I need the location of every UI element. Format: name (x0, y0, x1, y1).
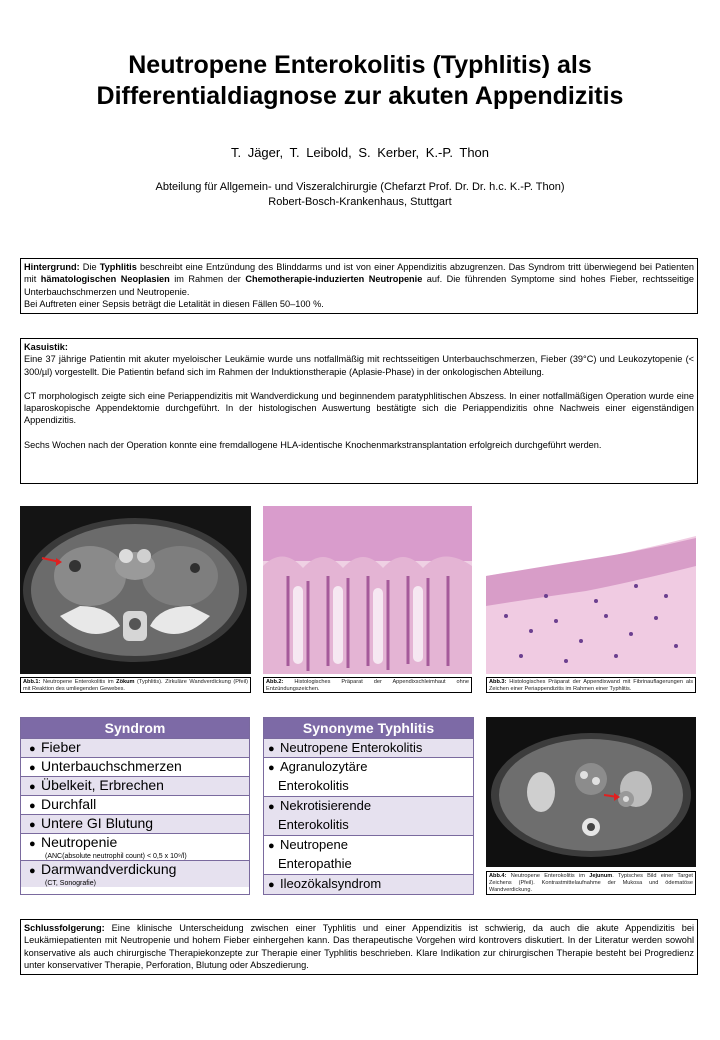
bullet-icon: ● (29, 800, 36, 812)
synonyme-item: ● Neutropene Enteropathie (264, 835, 473, 874)
ct-image-jejunum (486, 717, 696, 867)
hintergrund-bold: hämatologischen Neoplasien (40, 274, 170, 285)
syndrom-item: ● Durchfall (21, 795, 249, 814)
caption-text: Neutropene Enterokolitis im (506, 873, 590, 879)
authors: T. Jäger, T. Leibold, S. Kerber, K.-P. T… (230, 145, 490, 160)
kasuistik-paragraph-2: CT morphologisch zeigte sich eine Periap… (24, 390, 694, 426)
caption-label: Abb.4: (489, 873, 507, 879)
hintergrund-bold: Chemotherapie-induzierten Neutropenie (245, 274, 423, 285)
histology-image-appendix-wall (486, 506, 696, 674)
affiliation-line-1: Abteilung für Allgemein- und Viszeralchi… (155, 181, 565, 193)
hintergrund-bold: Typhlitis (99, 262, 137, 272)
synonyme-item: ● Agranulozytäre Enterokolitis (264, 757, 473, 796)
syndrom-item-text: Übelkeit, Erbrechen (41, 777, 164, 793)
caption-label: Abb.3: (489, 679, 507, 685)
syndrom-item-text: Darmwandverdickung (41, 861, 177, 877)
syndrom-table-title: Syndrom (21, 718, 249, 738)
syndrom-item: ● Unterbauchschmerzen (21, 757, 249, 776)
bullet-icon: ● (268, 879, 275, 891)
kasuistik-box: Kasuistik: Eine 37 jährige Patientin mit… (20, 338, 698, 484)
schluss-text: Eine klinische Unterscheidung zwischen e… (24, 923, 694, 970)
affiliation-line-2: Robert-Bosch-Krankenhaus, Stuttgart (268, 196, 452, 208)
bullet-icon: ● (29, 743, 36, 755)
bullet-icon: ● (268, 801, 275, 813)
syndrom-item: ● Fieber (21, 738, 249, 757)
poster-title: Neutropene Enterokolitis (Typhlitis) als… (20, 50, 700, 112)
syndrom-item: ● Darmwandverdickung (CT, Sonografie) (21, 860, 249, 887)
syndrom-item: ● Neutropenie (ANC(absolute neutrophil cou… (21, 833, 249, 860)
synonyme-table-title: Synonyme Typhlitis (264, 718, 473, 738)
synonyme-item-text: Neutropene (280, 837, 348, 852)
caption-abb2: Abb.2: Histologisches Präparat der Appen… (263, 677, 472, 693)
syndrom-item-text: Durchfall (41, 796, 97, 812)
synonyme-item-text: Neutropene Enterokolitis (280, 740, 423, 755)
kasuistik-paragraph-3: Sechs Wochen nach der Operation konnte e… (24, 439, 602, 450)
syndrom-item-text: Fieber (41, 739, 81, 755)
bullet-icon: ● (268, 840, 275, 852)
caption-label: Abb.2: (266, 679, 284, 685)
title-line-2: Differentialdiagnose zur akuten Appendiz… (96, 82, 624, 110)
bullet-icon: ● (268, 743, 275, 755)
syndrom-item-text: Unterbauchschmerzen (41, 758, 182, 774)
syndrom-item: ● Übelkeit, Erbrechen (21, 776, 249, 795)
kasuistik-paragraph-1: Eine 37 jährige Patientin mit akuter mye… (24, 354, 694, 377)
bullet-icon: ● (268, 762, 275, 774)
syndrom-item-text: Neutropenie (41, 834, 118, 850)
syndrom-item-subtext: (CT, Sonografie) (45, 880, 96, 887)
ct-image-caecum (20, 506, 251, 674)
hintergrund-box: Hintergrund: Die Typhlitis beschreibt ei… (20, 258, 698, 314)
synonyme-item: ● Neutropene Enterokolitis (264, 738, 473, 757)
caption-text: . Typisches Bild einer Target Zeichens (… (489, 873, 693, 893)
caption-abb4: Abb.4: Neutropene Enterokolitis im Jejun… (486, 871, 696, 895)
bullet-icon: ● (29, 762, 36, 774)
synonyme-item-text-continued: Enteropathie (278, 856, 352, 871)
synonyme-item-text: Nekrotisierende (280, 798, 372, 813)
caption-label: Abb.1: (23, 679, 41, 685)
caption-text: Histologisches Präparat der Appendixwand… (489, 679, 693, 692)
hintergrund-text: auf. Die führenden Symptome sind hohes F… (24, 274, 695, 297)
synonyme-item-text: Agranulozytäre (280, 759, 368, 774)
synonyme-item-text: Ileozökalsyndrom (280, 876, 382, 891)
schluss-label: Schlussfolgerung: (24, 923, 105, 933)
hintergrund-text: Die (79, 262, 100, 272)
hintergrund-line-2: Bei Auftreten einer Sepsis beträgt die L… (24, 298, 324, 309)
title-line-1: Neutropene Enterokolitis (Typhlitis) als (128, 51, 592, 79)
kasuistik-label: Kasuistik: (24, 342, 68, 352)
hintergrund-text: im Rahmen der (169, 274, 246, 285)
synonyme-item-text-continued: Enterokolitis (278, 817, 349, 832)
hintergrund-text: beschreibt eine Entzündung des Blinddarm… (24, 262, 694, 285)
bullet-icon: ● (29, 781, 36, 793)
caption-text: (Typhlitis). Zirkuläre Wandverdickung (P… (23, 679, 248, 692)
synonyme-item: ● Ileozökalsyndrom (264, 874, 473, 894)
syndrom-item-text: Untere GI Blutung (41, 815, 154, 831)
synonyme-table: Synonyme Typhlitis ● Neutropene Enterokol… (263, 717, 474, 895)
schlussfolgerung-box: Schlussfolgerung: Eine klinische Untersc… (20, 919, 698, 975)
syndrom-table: Syndrom ● Fieber ● Unterbauchschmerzen ● Übel… (20, 717, 250, 895)
hintergrund-label: Hintergrund: (24, 262, 80, 272)
bullet-icon: ● (29, 838, 36, 850)
affiliation: Abteilung für Allgemein- und Viszeralchi… (20, 180, 700, 210)
caption-bold: Zökum (116, 679, 135, 685)
caption-bold: Jejunum (589, 873, 613, 879)
synonyme-item-text-continued: Enterokolitis (278, 778, 349, 793)
syndrom-item: ● Untere GI Blutung (21, 814, 249, 833)
bullet-icon: ● (29, 819, 36, 831)
syndrom-item-subtext: (ANC(absolute neutrophil count) < 0,5 x … (45, 853, 187, 860)
caption-text: Neutropene Enterokolitis im (40, 679, 117, 685)
caption-text: Histologisches Präparat der Appendixschl… (266, 679, 469, 692)
caption-abb1: Abb.1: Neutropene Enterokolitis im Zökum… (20, 677, 251, 693)
bullet-icon: ● (29, 865, 36, 877)
caption-abb3: Abb.3: Histologisches Präparat der Appen… (486, 677, 696, 693)
histology-image-mucosa (263, 506, 472, 674)
synonyme-item: ● Nekrotisierende Enterokolitis (264, 796, 473, 835)
